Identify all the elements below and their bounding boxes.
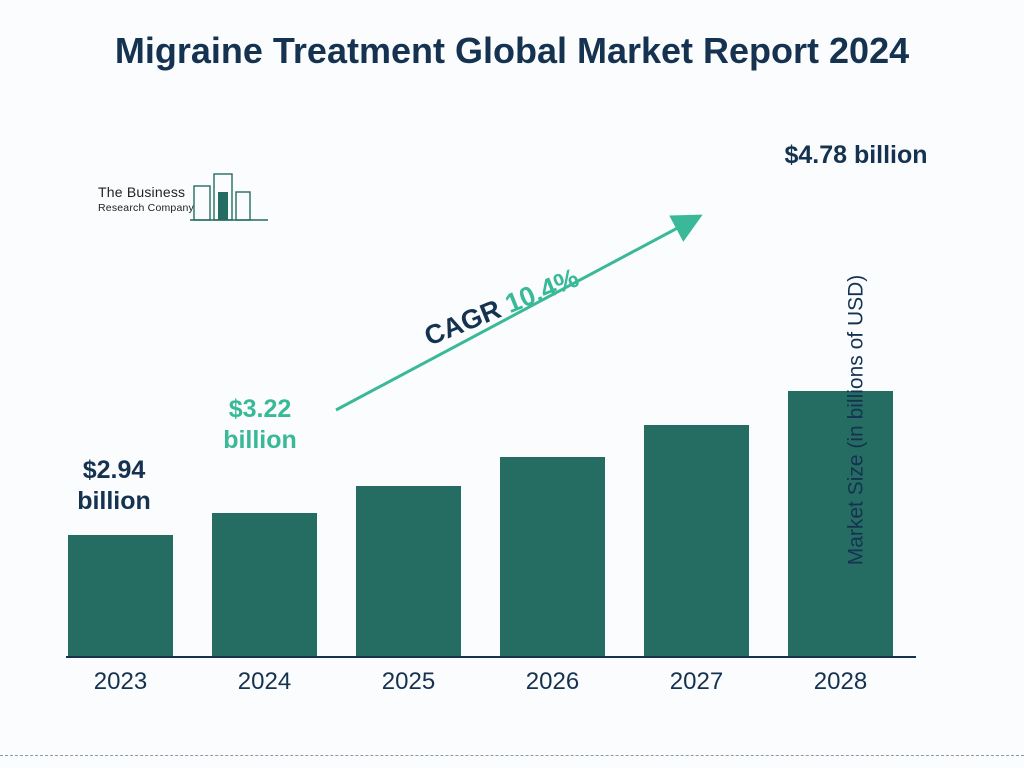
chart-title: Migraine Treatment Global Market Report … [0, 28, 1024, 73]
footer-divider [0, 755, 1024, 756]
x-label-2025: 2025 [346, 668, 471, 696]
bar-2025 [356, 486, 461, 656]
bar-2024 [212, 513, 317, 656]
x-label-2027: 2027 [634, 668, 759, 696]
page: Migraine Treatment Global Market Report … [0, 0, 1024, 768]
x-label-2028: 2028 [778, 668, 903, 696]
value-label-2: $4.78 billion [756, 140, 956, 171]
x-label-2023: 2023 [58, 668, 183, 696]
bar-2028 [788, 391, 893, 656]
x-label-2024: 2024 [202, 668, 327, 696]
value-label-0: $2.94billion [54, 455, 174, 518]
bar-2026 [500, 457, 605, 656]
x-label-2026: 2026 [490, 668, 615, 696]
bar-2027 [644, 425, 749, 656]
bar-2023 [68, 535, 173, 656]
value-label-1: $3.22billion [200, 394, 320, 457]
y-axis-label: Market Size (in billions of USD) [845, 275, 869, 566]
plot-area [66, 158, 916, 658]
